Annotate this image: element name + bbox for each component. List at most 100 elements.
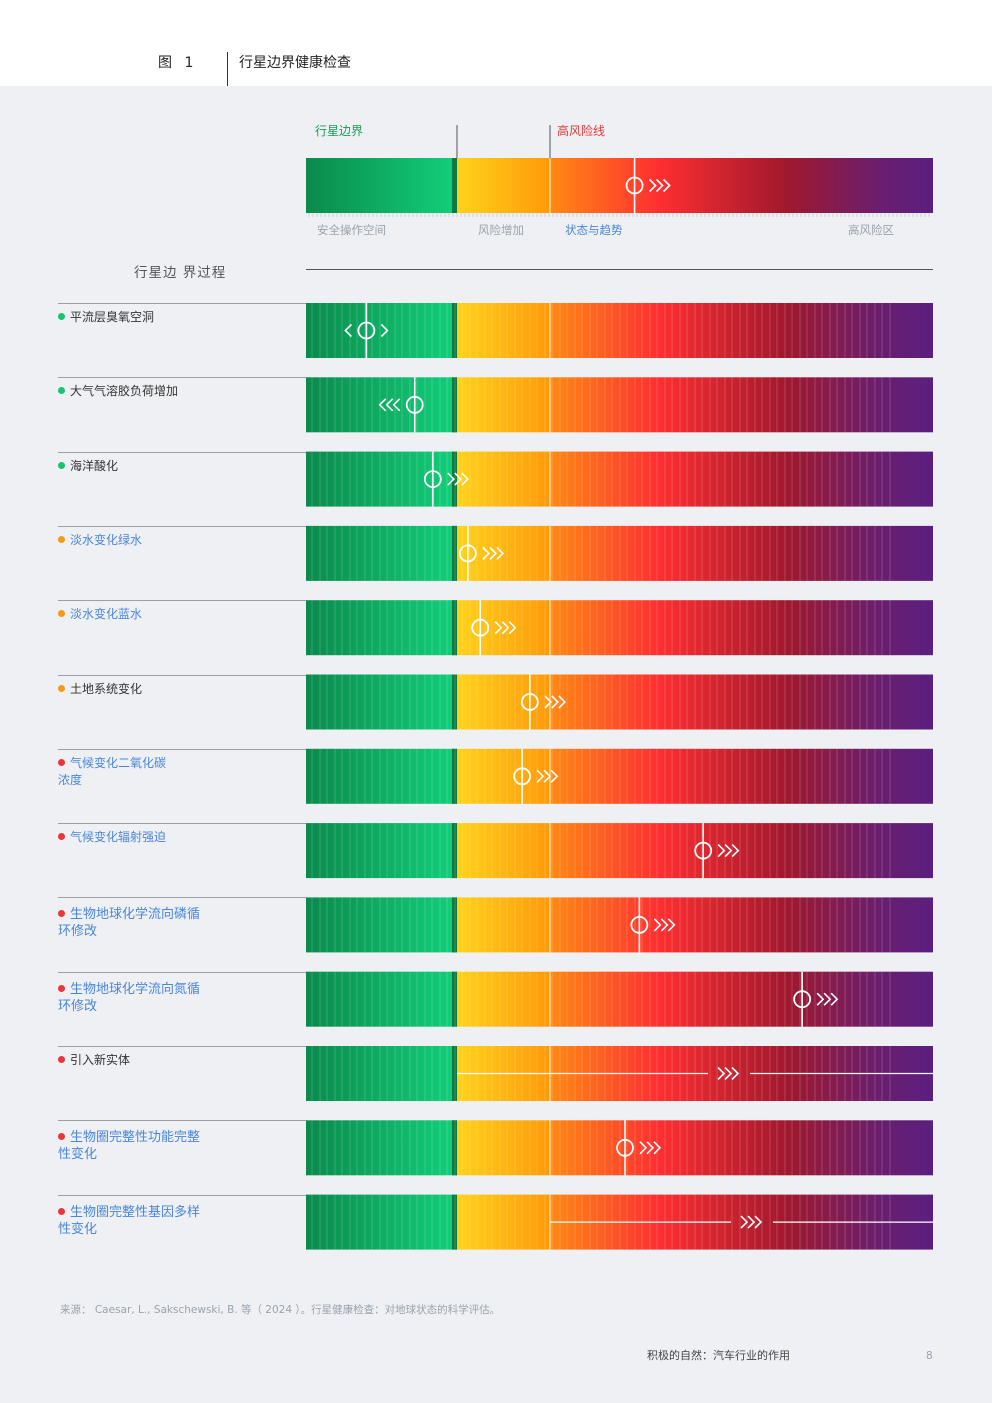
process-9-increasing-zone — [457, 897, 550, 953]
process-5-rule — [58, 600, 306, 602]
process-13-bar — [306, 1194, 933, 1250]
process-6-marker-point — [520, 693, 539, 711]
process-2-trend-arrows — [378, 398, 401, 412]
process-8-safe-zone — [306, 823, 457, 879]
process-9-label-text: 生物地球化学流向磷循环修改 — [58, 907, 201, 940]
figure-label: 图 1 — [158, 55, 198, 71]
process-3-rule — [58, 451, 306, 453]
process-10-label-text: 生物地球化学流向氮循环修改 — [58, 981, 201, 1014]
process-8-label: 气候变化辐射强迫 — [58, 829, 208, 846]
process-7-rule — [58, 748, 306, 750]
process-5-bar — [306, 600, 933, 656]
process-12-rule — [58, 1120, 306, 1122]
process-7-increasing-zone — [457, 748, 550, 804]
section-rule — [306, 269, 933, 270]
source-note: 来源： Caesar, L., Sakschewski, B. 等（ 2024 … — [60, 1304, 501, 1316]
process-6-safe-zone — [306, 674, 457, 730]
process-4-label: 淡水变化绿水 — [58, 532, 208, 549]
legend-high-risk-label: 高风险线 — [557, 124, 606, 138]
process-6-rule — [58, 674, 306, 676]
process-4-safe-zone — [306, 525, 457, 581]
process-10-texture — [311, 971, 891, 1027]
process-8-increasing-zone — [457, 823, 550, 879]
process-8-trend-arrows — [717, 844, 740, 858]
process-8-rule — [58, 823, 306, 825]
zone-label-status: 状态与趋势 — [565, 223, 623, 237]
legend-bar — [306, 125, 933, 217]
process-12-marker-point — [616, 1138, 634, 1157]
process-3-texture — [311, 451, 891, 507]
footer-title: 积极的自然：汽车行业的作用 — [647, 1349, 790, 1362]
process-3-increasing-zone — [457, 451, 550, 507]
process-8-marker-point — [694, 841, 713, 860]
process-5-texture — [311, 600, 891, 656]
process-1-high-risk-zone — [550, 303, 933, 358]
process-7-status-dot — [58, 758, 65, 766]
process-12-trend-arrows — [639, 1141, 662, 1155]
process-3-label: 海洋酸化 — [58, 458, 208, 475]
process-5-marker-point — [471, 618, 490, 637]
process-7-label: 气候变化二氧化碳浓度 — [58, 755, 176, 789]
legend-marker-point — [625, 176, 644, 195]
process-11-safe-zone — [306, 1046, 457, 1101]
legend-trend-arrows — [649, 178, 671, 193]
process-7-label-text: 气候变化二氧化碳浓度 — [58, 755, 167, 787]
process-2-high-risk-zone — [550, 377, 933, 433]
page-number: 8 — [926, 1350, 933, 1362]
process-9-boundary-edge — [452, 897, 457, 953]
figure-divider — [227, 52, 228, 86]
process-10-increasing-zone — [457, 971, 550, 1027]
process-5-high-risk-zone — [550, 600, 933, 656]
process-9-marker-point — [630, 916, 649, 934]
process-11-status-dot — [58, 1056, 65, 1063]
process-3-marker-point — [423, 470, 442, 489]
process-2-boundary-edge — [452, 377, 457, 433]
process-9-bar — [306, 897, 933, 953]
process-5-increasing-zone — [457, 600, 550, 656]
process-13-texture — [311, 1194, 891, 1250]
process-7-texture — [311, 748, 891, 804]
process-8-label-text: 气候变化辐射强迫 — [70, 830, 167, 845]
process-4-texture — [311, 525, 891, 581]
process-1-rule — [58, 303, 306, 304]
process-2-label: 大气气溶胶负荷增加 — [58, 383, 208, 400]
process-2-marker-point — [405, 395, 424, 414]
process-5-label-text: 淡水变化蓝水 — [70, 607, 143, 622]
process-11-bar — [306, 1046, 933, 1101]
process-6-trend-arrows — [544, 695, 566, 709]
process-13-boundary-edge — [452, 1194, 457, 1250]
process-6-status-dot — [58, 684, 65, 692]
process-4-status-dot — [58, 535, 65, 543]
process-10-high-risk-zone — [550, 971, 933, 1027]
process-7-high-risk-zone — [550, 748, 933, 804]
zone-label-increasing: 风险增加 — [478, 223, 524, 237]
process-7-trend-arrows — [536, 769, 559, 783]
process-2-safe-zone — [306, 377, 457, 433]
process-12-high-risk-zone — [550, 1120, 933, 1176]
process-4-trend-arrows — [482, 546, 504, 560]
process-1-trend-right — [380, 323, 389, 338]
section-title: 行星边 界过程 — [134, 265, 227, 281]
legend-boundary-label: 行星边界 — [315, 124, 364, 138]
process-4-bar — [306, 525, 933, 581]
process-2-label-text: 大气气溶胶负荷增加 — [70, 384, 179, 399]
legend-safe-zone — [306, 158, 457, 213]
process-13-label-text: 生物圈完整性基因多样性变化 — [58, 1204, 201, 1237]
zone-label-safe: 安全操作空间 — [317, 223, 386, 237]
process-8-status-dot — [58, 833, 65, 841]
process-3-bar — [306, 451, 933, 507]
process-1-texture — [311, 303, 891, 358]
process-6-texture — [311, 674, 891, 730]
legend-scale-ticks — [308, 213, 930, 217]
process-3-label-text: 海洋酸化 — [70, 458, 119, 473]
process-4-label-text: 淡水变化绿水 — [70, 532, 143, 547]
zone-label-high: 高风险区 — [848, 223, 894, 237]
process-1-safe-zone — [306, 303, 457, 358]
process-5-boundary-edge — [452, 600, 457, 656]
process-12-status-dot — [58, 1133, 65, 1141]
process-7-bar — [306, 748, 933, 804]
process-12-boundary-edge — [452, 1120, 457, 1176]
process-13-label: 生物圈完整性基因多样性变化 — [58, 1204, 208, 1238]
process-1-status-dot — [58, 313, 65, 320]
